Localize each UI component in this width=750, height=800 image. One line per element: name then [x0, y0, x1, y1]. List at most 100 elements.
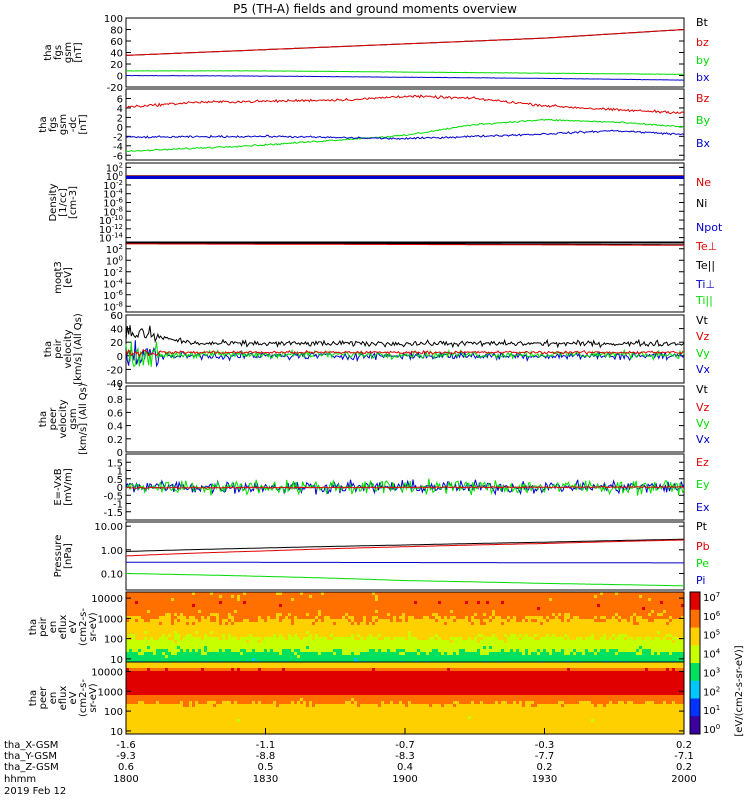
- spectrogram-cell: [144, 652, 147, 655]
- spectrogram-cell: [378, 592, 381, 595]
- spectrogram-cell: [192, 625, 195, 628]
- y-tick-label: 0.5: [107, 475, 123, 486]
- spectrogram-cell: [279, 658, 282, 661]
- spectrogram-cell: [366, 631, 369, 634]
- spectrogram-cell: [195, 625, 198, 628]
- spectrogram-cell: [144, 613, 147, 616]
- spectrogram-cell: [282, 601, 285, 604]
- spectrogram-cell: [216, 643, 219, 646]
- spectrogram-cell: [252, 592, 255, 595]
- spectrogram-cell: [285, 640, 288, 643]
- spectrogram-cell: [327, 658, 330, 661]
- spectrogram-cell: [255, 592, 258, 595]
- spectrogram-cell: [189, 631, 192, 634]
- spectrogram-cell: [195, 607, 198, 610]
- spectrogram-cell: [633, 598, 636, 601]
- spectrogram-cell: [453, 625, 456, 628]
- spectrogram-cell: [606, 640, 609, 643]
- spectrogram-cell: [231, 613, 234, 616]
- spectrogram-cell: [300, 610, 303, 613]
- spectrogram-cell: [666, 592, 669, 595]
- spectrogram-cell: [531, 640, 534, 643]
- spectrogram-cell: [144, 634, 147, 637]
- spectrogram-cell: [552, 622, 555, 625]
- spectrogram-cell: [519, 601, 522, 604]
- spectrogram-cell: [525, 652, 528, 655]
- spectrogram-cell: [654, 601, 657, 604]
- spectrogram-cell: [396, 628, 399, 631]
- spectrogram-cell: [291, 658, 294, 661]
- spectrogram-cell: [630, 595, 633, 598]
- spectrogram-cell: [276, 631, 279, 634]
- spectrogram-cell: [153, 598, 156, 601]
- spectrogram-cell: [675, 619, 678, 622]
- spectrogram-cell: [396, 640, 399, 643]
- spectrogram-cell: [165, 604, 168, 607]
- spectrogram-cell: [180, 613, 183, 616]
- spectrogram-cell: [330, 646, 333, 649]
- spectrogram-cell: [327, 607, 330, 610]
- spectrogram-cell: [219, 610, 222, 613]
- spectrogram-cell: [174, 604, 177, 607]
- spectrogram-cell: [588, 655, 591, 658]
- spectrogram-cell: [381, 646, 384, 649]
- spectrogram-cell: [207, 625, 210, 628]
- spectrogram-cell: [486, 646, 489, 649]
- spectrogram-cell: [534, 601, 537, 604]
- spectrogram-cell: [537, 601, 540, 604]
- spectrogram-cell: [651, 658, 654, 661]
- spectrogram-cell: [420, 640, 423, 643]
- spectrogram-cell: [210, 592, 213, 595]
- spectrogram-cell: [276, 625, 279, 628]
- spectrogram-cell: [267, 634, 270, 637]
- spectrogram-cell: [156, 613, 159, 616]
- spectrogram-cell: [486, 655, 489, 658]
- spectrogram-cell: [159, 637, 162, 640]
- spectrogram-cell: [405, 619, 408, 622]
- spectrogram-cell: [255, 652, 258, 655]
- spectrogram-cell: [204, 665, 207, 668]
- spectrogram-cell: [501, 634, 504, 637]
- spectrogram-cell: [411, 628, 414, 631]
- spectrogram-cell: [597, 616, 600, 619]
- spectrogram-cell: [534, 625, 537, 628]
- spectrogram-cell: [261, 655, 264, 658]
- spectrogram-cell: [651, 622, 654, 625]
- spectrogram-cell: [129, 598, 132, 601]
- spectrogram-cell: [636, 607, 639, 610]
- spectrogram-cell: [228, 634, 231, 637]
- y-tick-label: -20: [107, 365, 123, 376]
- spectrogram-cell: [402, 610, 405, 613]
- spectrogram-cell: [306, 646, 309, 649]
- spectrogram-cell: [516, 610, 519, 613]
- spectrogram-cell: [582, 637, 585, 640]
- spectrogram-cell: [342, 637, 345, 640]
- spectrogram-cell: [570, 619, 573, 622]
- spectrogram-cell: [552, 613, 555, 616]
- spectrogram-cell: [651, 607, 654, 610]
- spectrogram-cell: [324, 616, 327, 619]
- spectrogram-cell: [651, 655, 654, 658]
- spectrogram-cell: [627, 628, 630, 631]
- spectrogram-cell: [669, 625, 672, 628]
- spectrogram-cell: [525, 607, 528, 610]
- spectrogram-cell: [246, 622, 249, 625]
- spectrogram-cell: [201, 592, 204, 595]
- spectrogram-cell: [453, 622, 456, 625]
- spectrogram-cell: [462, 622, 465, 625]
- spectrogram-cell: [468, 655, 471, 658]
- spectrogram-cell: [141, 655, 144, 658]
- spectrogram-cell: [516, 637, 519, 640]
- spectrogram-cell: [525, 601, 528, 604]
- spectrogram-cell: [492, 649, 495, 652]
- spectrogram-cell: [522, 592, 525, 595]
- spectrogram-cell: [336, 610, 339, 613]
- spectrogram-cell: [414, 646, 417, 649]
- spectrogram-cell: [483, 634, 486, 637]
- spectrogram-cell: [519, 598, 522, 601]
- spectrogram-cell: [171, 628, 174, 631]
- spectrogram-cell: [441, 649, 444, 652]
- spectrogram-cell: [279, 622, 282, 625]
- y-axis-label: tha: [28, 619, 39, 635]
- spectrogram-cell: [297, 607, 300, 610]
